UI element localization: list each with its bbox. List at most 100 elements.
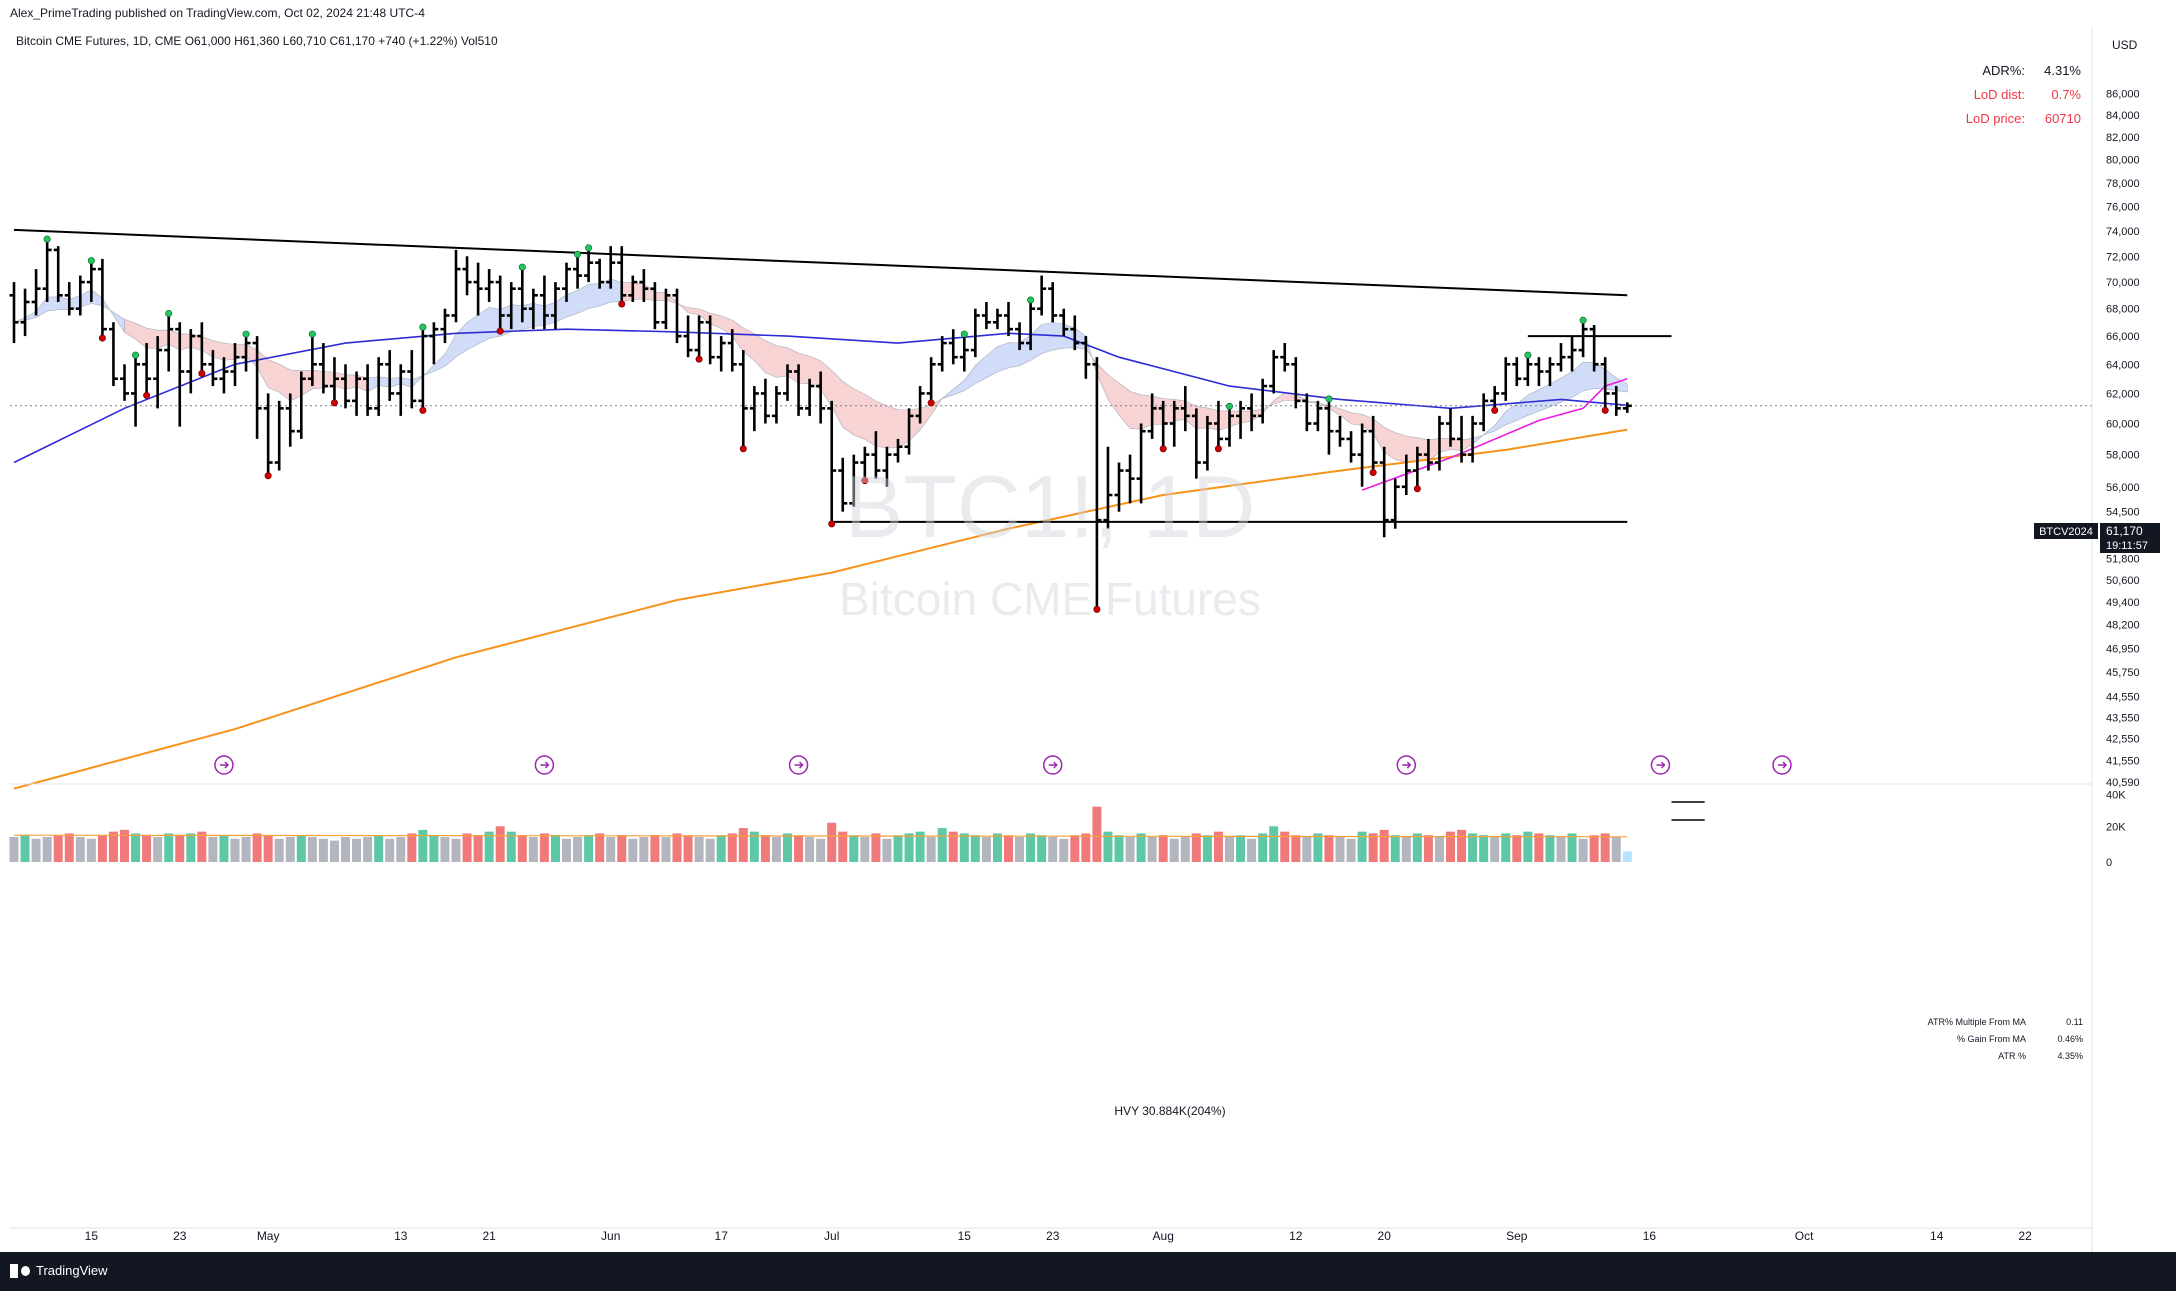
pivot-high-dot (87, 257, 95, 265)
ohlc-bar (1015, 322, 1025, 351)
volume-bar (959, 833, 969, 862)
event-marker-icon[interactable] (214, 755, 234, 775)
y-tick-label: 60,000 (2106, 419, 2140, 431)
ohlc-bar (1026, 301, 1036, 351)
volume-bar (517, 835, 527, 862)
ohlc-bar (1357, 423, 1367, 487)
pivot-low-dot (419, 406, 427, 414)
volume-bar (1180, 837, 1190, 862)
price-chart[interactable]: 86,000 84,000 82,000 80,000 78,000 76,000 74,0… (0, 27, 2176, 1260)
volume-bar (838, 831, 848, 862)
pivot-low-dot (1214, 445, 1222, 453)
trendline (13, 228, 1628, 297)
price-tag-countdown: 19:11:57 (2106, 540, 2148, 552)
ohlc-bar (1247, 393, 1257, 432)
event-marker-icon[interactable] (534, 755, 555, 775)
tradingview-logo[interactable]: TradingView (10, 1263, 108, 1278)
pivot-high-dot (419, 323, 427, 331)
volume-bar (1446, 831, 1455, 862)
ohlc-bar (716, 336, 726, 372)
pivot-high-dot (1579, 316, 1587, 324)
ohlc-bar (1070, 315, 1080, 351)
volume-bar (1147, 837, 1157, 862)
volume-bar (771, 837, 781, 862)
volume-bar (1468, 833, 1478, 862)
y-tick-label: 45,750 (2106, 667, 2140, 679)
ohlc-bar (517, 269, 527, 323)
ohlc-bar (1258, 378, 1268, 424)
pivot-high-dot (242, 330, 250, 338)
y-tick-label: 44,550 (2106, 692, 2140, 704)
volume-bar (274, 838, 284, 862)
ohlc-bar (595, 258, 605, 289)
ohlc-bar (1147, 393, 1157, 439)
volume-bar (1081, 833, 1091, 862)
volume-bar (1158, 835, 1168, 862)
volume-bar (1589, 835, 1599, 862)
event-marker-arrow (1048, 761, 1058, 769)
publish-info: Alex_PrimeTrading published on TradingVi… (10, 6, 425, 20)
event-marker-arrow (1402, 761, 1412, 769)
pivot-low-dot (1159, 445, 1167, 453)
event-marker-arrow (219, 761, 230, 769)
ohlc-bar (981, 301, 991, 330)
event-marker-icon[interactable] (1772, 755, 1792, 775)
volume-bar (131, 833, 141, 862)
volume-bar (816, 838, 826, 862)
ohlc-bar (550, 282, 560, 330)
volume-bar (1225, 837, 1234, 862)
pivot-low-dot (695, 355, 703, 363)
stats-box: ADR%: 4.31% LoD dist: 0.7% LoD price: 60710 (1966, 63, 2082, 126)
ohlc-bar (727, 329, 737, 372)
ohlc-bar (153, 336, 163, 409)
y-tick-label: 82,000 (2106, 132, 2140, 144)
volume-bar (1191, 833, 1201, 862)
volume-bar (1247, 838, 1257, 862)
pivot-low-dot (198, 370, 206, 378)
event-marker-icon[interactable] (1650, 755, 1671, 775)
volume-bar (937, 828, 947, 862)
ohlc-bar (959, 336, 969, 372)
ohlc-bar (274, 400, 284, 471)
volume-bar (528, 837, 538, 862)
x-tick-label: 15 (958, 1229, 972, 1243)
event-marker-icon[interactable] (1396, 755, 1417, 775)
ohlc-bar (1114, 462, 1124, 512)
volume-bar (9, 837, 19, 862)
volume-bar (120, 829, 129, 862)
pivot-high-dot (574, 250, 582, 258)
ohlc-bar (42, 241, 52, 302)
ohlc-bar (164, 315, 174, 372)
volume-bar (86, 838, 96, 862)
chart-area[interactable]: 86,000 84,000 82,000 80,000 78,000 76,000 74,0… (0, 27, 2176, 1260)
volume-bar (1390, 835, 1400, 862)
publish-bar: Alex_PrimeTrading published on TradingVi… (0, 0, 2176, 27)
ohlc-bar (992, 308, 1002, 330)
ohlc-bar (385, 350, 395, 401)
volume-bar (705, 838, 715, 862)
ohlc-bar (683, 315, 693, 358)
event-marker-icon[interactable] (1042, 755, 1063, 775)
volume-bar (75, 837, 85, 862)
volume-bar (307, 837, 317, 862)
ohlc-bar (506, 282, 516, 330)
y-tick-label: 64,000 (2106, 359, 2140, 371)
ohlc-bar (705, 315, 715, 365)
ohlc-bar (64, 282, 74, 316)
volume-bar (142, 835, 152, 862)
volume-bar (573, 837, 583, 862)
volume-bar (263, 835, 273, 862)
ohlc-bar (53, 246, 63, 302)
volume-bar (672, 833, 682, 862)
ohlc-bar (1125, 454, 1135, 504)
y-tick-label: 78,000 (2106, 178, 2140, 190)
event-marker-icon[interactable] (788, 755, 809, 775)
volume-bar (429, 835, 439, 862)
ohlc-bar (20, 288, 30, 337)
ohlc-bar (1390, 478, 1400, 529)
currency-label: USD (2112, 38, 2138, 52)
atr-value: 4.35% (2057, 1051, 2083, 1061)
volume-bar (1490, 837, 1500, 862)
pivot-low-dot (1601, 406, 1609, 414)
volume-bar (628, 838, 638, 862)
